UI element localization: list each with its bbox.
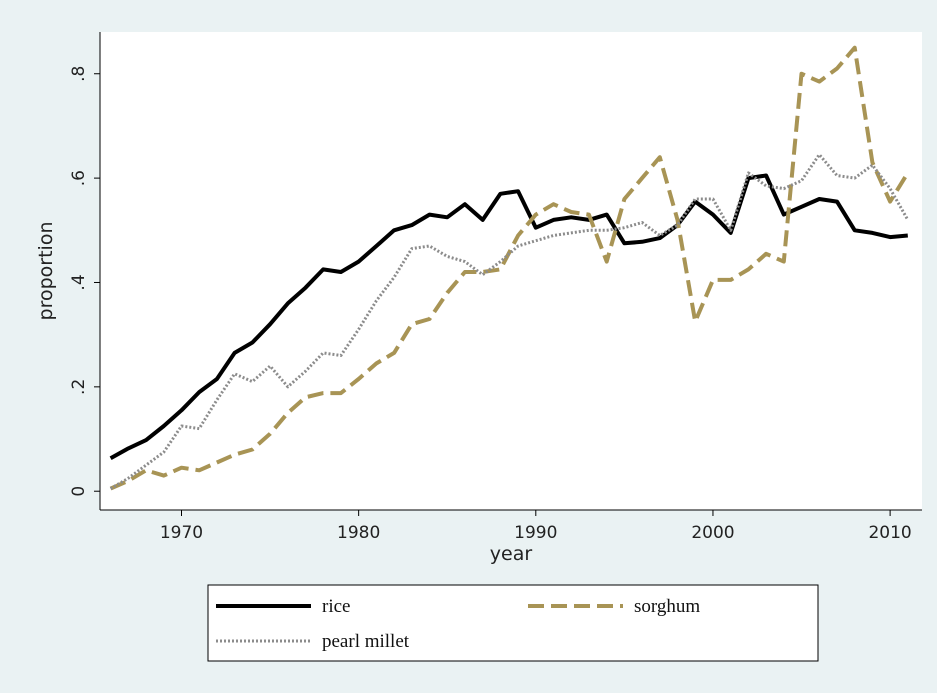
y-axis-label: proportion (35, 222, 57, 321)
x-tick-label: 1980 (337, 523, 380, 543)
series-line (109, 45, 910, 491)
x-tick-label: 1990 (514, 523, 557, 543)
plot-area (100, 32, 922, 510)
y-tick-label: .2 (69, 379, 89, 395)
y-tick-label: .6 (69, 170, 89, 186)
legend-box (207, 584, 819, 662)
legend-label: rice (322, 596, 350, 617)
y-tick-label: 0 (69, 486, 89, 497)
x-axis-label: year (490, 543, 533, 565)
y-tick-label: .4 (69, 274, 89, 290)
legend-label: sorghum (634, 596, 700, 617)
legend-label: pearl millet (322, 631, 410, 652)
x-tick-label: 1970 (160, 523, 203, 543)
x-tick-label: 2010 (868, 523, 911, 543)
y-tick-label: .8 (69, 66, 89, 82)
series-line (109, 153, 910, 490)
x-tick-label: 2000 (691, 523, 734, 543)
series-line (109, 173, 908, 461)
